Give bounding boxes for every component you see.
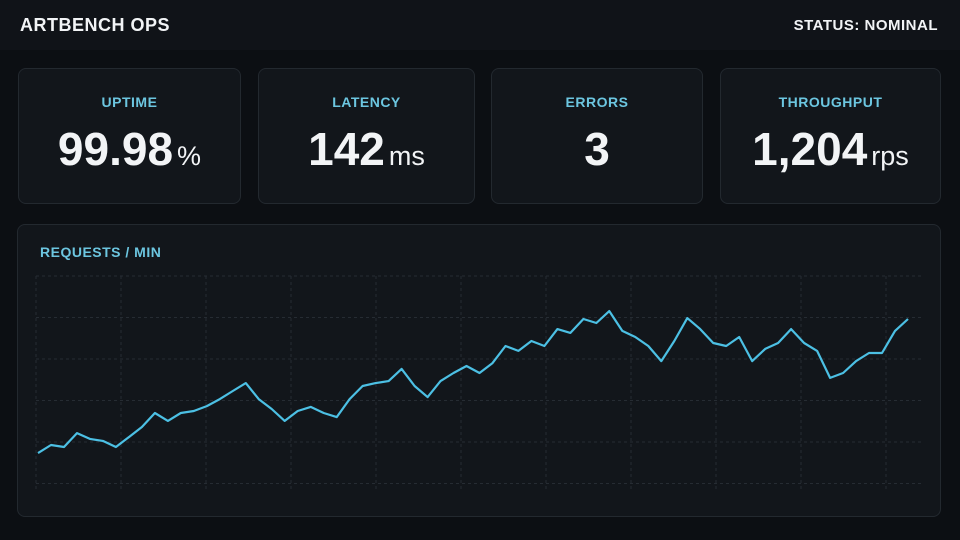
metric-value: 3 [584, 123, 610, 175]
metric-label: THROUGHPUT [778, 94, 883, 110]
metric-card: UPTIME 99.98% [18, 68, 241, 204]
metric-value-row: 99.98% [19, 122, 240, 176]
metric-value: 99.98 [57, 123, 174, 175]
metric-value-row: 142 ms [259, 122, 474, 176]
metric-value-row: 3 [492, 122, 702, 176]
metric-unit: % [177, 141, 202, 171]
status: STATUS: NOMINAL [793, 17, 938, 34]
metric-label: ERRORS [565, 94, 629, 110]
chart-panel: REQUESTS / MIN [17, 224, 941, 517]
metric-card: LATENCY 142 ms [258, 68, 475, 204]
metric-value-row: 1,204 rps [721, 122, 940, 176]
metric-unit: rps [871, 141, 909, 171]
app-title: ARTBENCH OPS [20, 15, 171, 35]
metric-label: LATENCY [332, 94, 401, 110]
metric-label: UPTIME [101, 94, 158, 110]
metric-card: THROUGHPUT 1,204 rps [720, 68, 941, 204]
header: ARTBENCH OPS STATUS: NOMINAL [0, 0, 960, 50]
line-series [37, 310, 909, 455]
metric-value: 142 [308, 123, 385, 175]
metric-card: ERRORS 3 [491, 68, 703, 204]
chart [35, 275, 924, 489]
metric-unit: ms [388, 141, 425, 171]
chart-title: REQUESTS / MIN [40, 244, 162, 260]
metric-value: 1,204 [752, 123, 868, 175]
